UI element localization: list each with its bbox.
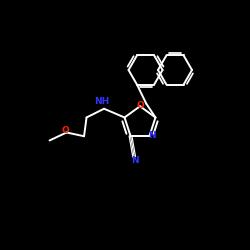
Text: O: O — [62, 126, 70, 135]
Text: O: O — [136, 100, 144, 110]
Text: NH: NH — [94, 97, 110, 106]
Text: N: N — [132, 156, 139, 165]
Text: N: N — [148, 131, 155, 140]
